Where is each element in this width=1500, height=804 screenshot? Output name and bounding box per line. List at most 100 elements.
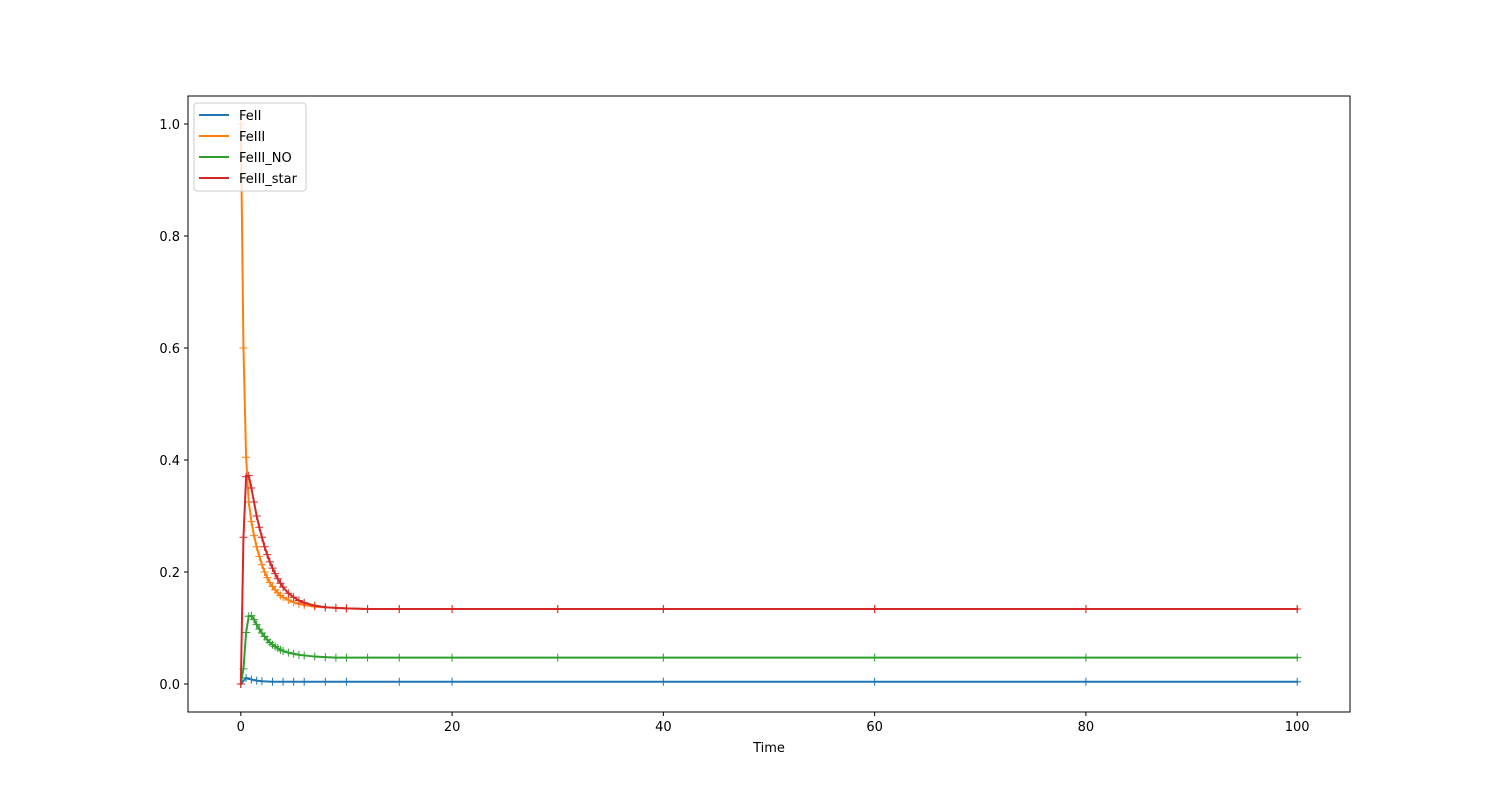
data-point-marker (255, 523, 264, 532)
data-point-marker (310, 652, 319, 661)
data-point-marker (331, 653, 340, 662)
data-point-marker (257, 533, 266, 542)
data-point-marker (279, 646, 288, 655)
data-point-marker (260, 542, 269, 551)
y-tick-label: 0.8 (159, 230, 180, 245)
data-point-marker (321, 603, 330, 612)
data-point-marker (265, 557, 274, 566)
x-tick-label: 20 (444, 720, 461, 735)
axes-frame (187, 95, 1351, 713)
data-point-marker (250, 615, 259, 624)
data-point-marker (395, 677, 404, 686)
data-point-marker (257, 560, 266, 569)
data-point-marker (268, 564, 277, 573)
data-point-marker (1081, 653, 1090, 662)
data-point-marker (1293, 653, 1302, 662)
data-point-marker (236, 680, 245, 688)
data-point-marker (310, 601, 319, 610)
legend-item: FeIII_NO (199, 151, 292, 166)
data-point-marker (242, 453, 251, 462)
data-point-marker (289, 593, 298, 602)
data-point-marker (271, 569, 280, 578)
data-point-marker (273, 574, 282, 583)
data-point-marker (242, 673, 251, 682)
y-axis: 0.0 0.2 0.4 0.6 0.8 1.0 (159, 118, 188, 693)
data-point-marker (321, 677, 330, 686)
legend-label: FeIII (239, 130, 265, 145)
data-point-marker (395, 653, 404, 662)
data-point-marker (321, 653, 330, 662)
data-point-marker (252, 542, 261, 551)
data-point-marker (268, 677, 277, 686)
data-point-marker (300, 598, 309, 607)
x-tick-label: 80 (1078, 720, 1095, 735)
legend-item: FeII (199, 109, 261, 124)
data-point-marker (279, 593, 288, 602)
x-axis-label: Time (752, 741, 785, 756)
legend-label: FeIII_NO (239, 151, 292, 166)
legend-label: FeIII_star (239, 172, 298, 187)
data-point-marker (263, 550, 272, 559)
series-FeIII_star (236, 471, 1302, 688)
data-point-marker (659, 604, 668, 613)
data-point-marker (279, 583, 288, 592)
data-point-marker (250, 498, 259, 506)
data-point-marker (247, 484, 256, 492)
data-point-marker (252, 676, 261, 685)
data-point-marker (395, 604, 404, 613)
legend: FeII FeIII FeIII_NO FeIII_star (193, 102, 307, 192)
series-FeIII_NO (236, 611, 1302, 688)
data-point-marker (257, 677, 266, 686)
data-point-marker (342, 653, 351, 662)
data-point-marker (300, 677, 309, 686)
x-axis: 0 20 40 60 80 100 (237, 712, 1310, 735)
data-point-marker (331, 603, 340, 612)
data-point-marker (252, 512, 261, 520)
legend-box (193, 102, 307, 192)
y-tick-label: 1.0 (159, 118, 180, 133)
legend-label: FeII (239, 109, 261, 124)
data-point-marker (247, 517, 256, 526)
data-point-marker (659, 677, 668, 686)
data-point-marker (250, 531, 259, 540)
data-point-marker (284, 596, 293, 604)
y-tick-label: 0.6 (159, 342, 180, 357)
data-point-marker (260, 568, 269, 576)
data-point-marker (244, 471, 253, 480)
y-tick-label: 0.2 (159, 566, 180, 581)
y-tick-label: 0.0 (159, 678, 180, 693)
data-point-marker (300, 651, 309, 660)
data-point-marker (255, 552, 264, 561)
data-point-marker (239, 533, 248, 542)
data-point-marker (363, 653, 372, 662)
data-point-marker (247, 675, 256, 684)
legend-item: FeIII (199, 130, 265, 145)
data-point-marker (363, 604, 372, 613)
data-point-marker (870, 604, 879, 613)
data-point-marker (448, 604, 457, 613)
data-point-marker (553, 653, 562, 662)
legend-item: FeIII_star (199, 172, 298, 187)
data-point-marker (870, 677, 879, 686)
data-point-marker (659, 653, 668, 662)
data-point-marker (342, 604, 351, 613)
data-point-marker (1081, 604, 1090, 613)
x-tick-label: 40 (655, 720, 672, 735)
data-point-marker (870, 653, 879, 662)
data-point-marker (284, 589, 293, 598)
data-point-marker (289, 649, 298, 658)
data-point-marker (289, 677, 298, 686)
data-point-marker (252, 620, 261, 629)
data-point-marker (284, 648, 293, 657)
x-tick-label: 60 (866, 720, 883, 735)
data-point-marker (1293, 604, 1302, 613)
data-point-marker (279, 677, 288, 686)
data-point-marker (242, 628, 251, 637)
plot-area (236, 120, 1302, 688)
data-point-marker (553, 604, 562, 613)
x-tick-label: 0 (237, 720, 245, 735)
x-tick-label: 100 (1285, 720, 1310, 735)
data-point-marker (448, 653, 457, 662)
